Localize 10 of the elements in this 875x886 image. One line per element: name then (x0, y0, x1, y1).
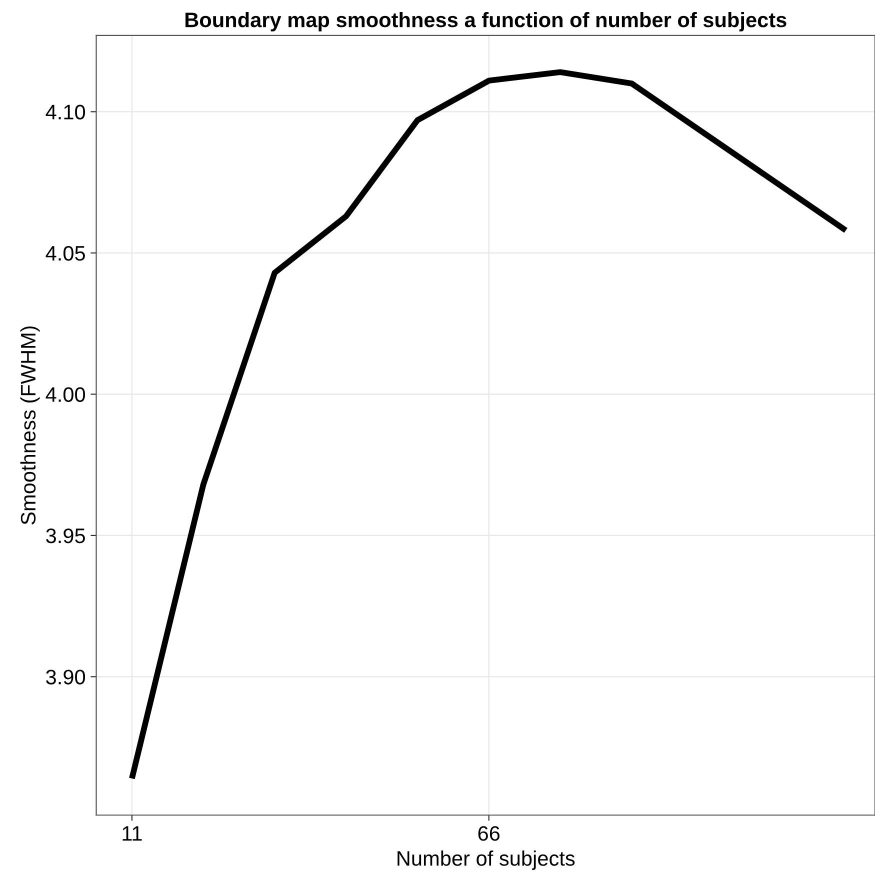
x-axis-title: Number of subjects (398, 850, 575, 870)
x-tick-label: 11 (122, 826, 142, 841)
y-tick-label: 4.00 (46, 387, 86, 402)
y-axis-title: Smoothness (FWHM) (20, 326, 40, 524)
chart-title: Boundary map smoothness a function of number of subjects (186, 12, 786, 32)
y-tick-label: 4.05 (46, 246, 85, 261)
x-tick-label: 66 (478, 826, 500, 841)
y-tick-label: 3.90 (46, 670, 86, 684)
y-tick-label: 3.95 (46, 528, 85, 544)
y-tick-label: 4.10 (46, 104, 86, 120)
